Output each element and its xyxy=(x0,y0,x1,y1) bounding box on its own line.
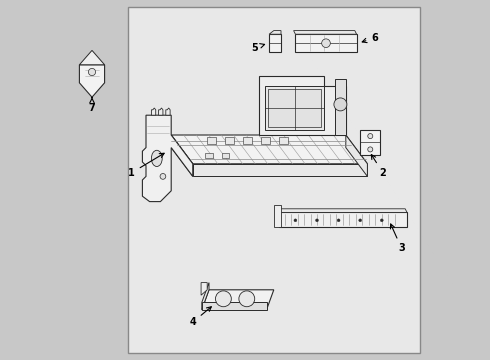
Polygon shape xyxy=(225,137,234,144)
Polygon shape xyxy=(269,34,281,52)
Polygon shape xyxy=(243,137,252,144)
Polygon shape xyxy=(205,153,213,158)
Polygon shape xyxy=(360,130,380,155)
Circle shape xyxy=(368,134,373,139)
Polygon shape xyxy=(202,283,209,310)
Circle shape xyxy=(88,68,96,76)
Circle shape xyxy=(337,219,340,222)
Circle shape xyxy=(239,291,255,307)
Polygon shape xyxy=(279,137,288,144)
Polygon shape xyxy=(79,65,104,97)
Circle shape xyxy=(160,174,166,179)
Polygon shape xyxy=(335,79,346,135)
Polygon shape xyxy=(269,89,320,127)
Polygon shape xyxy=(143,115,193,202)
Text: 5: 5 xyxy=(251,42,265,53)
Text: 2: 2 xyxy=(371,154,386,178)
Circle shape xyxy=(321,39,330,48)
Text: 6: 6 xyxy=(362,33,378,43)
Circle shape xyxy=(368,147,373,152)
Ellipse shape xyxy=(151,150,162,166)
Text: 1: 1 xyxy=(128,153,164,178)
Polygon shape xyxy=(259,76,346,135)
Circle shape xyxy=(359,219,362,222)
Polygon shape xyxy=(193,164,368,176)
FancyBboxPatch shape xyxy=(128,7,419,353)
Polygon shape xyxy=(202,290,274,310)
Polygon shape xyxy=(159,108,163,115)
Text: 3: 3 xyxy=(391,224,405,253)
Circle shape xyxy=(294,219,297,222)
Polygon shape xyxy=(207,137,216,144)
Polygon shape xyxy=(202,302,267,310)
Polygon shape xyxy=(294,31,357,34)
Polygon shape xyxy=(171,135,193,176)
Polygon shape xyxy=(295,34,357,52)
Polygon shape xyxy=(201,283,207,295)
Polygon shape xyxy=(79,50,104,65)
Polygon shape xyxy=(274,205,281,227)
Polygon shape xyxy=(346,135,368,176)
Polygon shape xyxy=(261,137,270,144)
Circle shape xyxy=(380,219,383,222)
Polygon shape xyxy=(221,153,229,158)
Polygon shape xyxy=(171,135,368,164)
Circle shape xyxy=(316,219,318,222)
Text: 4: 4 xyxy=(190,307,211,327)
Polygon shape xyxy=(265,86,324,130)
Polygon shape xyxy=(277,209,407,212)
Polygon shape xyxy=(151,108,156,115)
Polygon shape xyxy=(269,31,281,34)
Circle shape xyxy=(216,291,231,307)
Polygon shape xyxy=(279,212,407,227)
Circle shape xyxy=(334,98,347,111)
Text: 7: 7 xyxy=(89,98,96,113)
Polygon shape xyxy=(166,108,170,115)
